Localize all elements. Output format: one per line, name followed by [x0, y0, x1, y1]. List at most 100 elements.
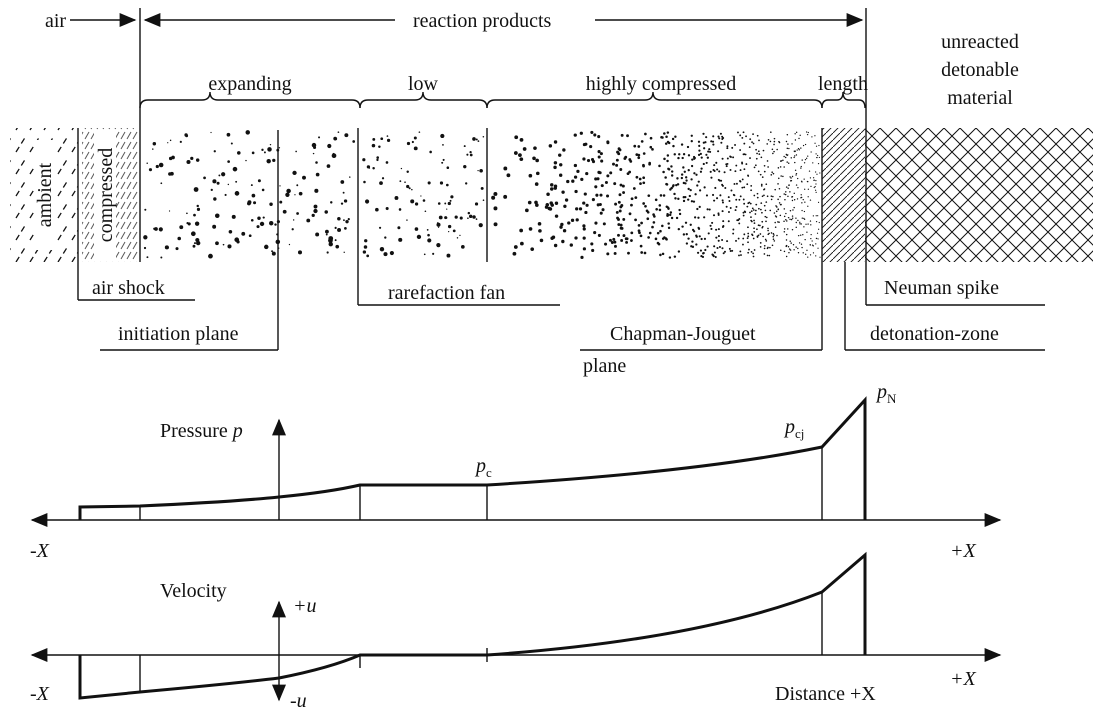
dot [385, 161, 389, 164]
dot [785, 140, 788, 143]
dot [230, 142, 233, 145]
dot [291, 228, 294, 231]
dot [677, 156, 680, 160]
dot [383, 252, 388, 257]
dot [376, 158, 379, 162]
dot [766, 143, 769, 145]
dot [527, 200, 532, 205]
dot [741, 186, 744, 189]
dot [334, 226, 337, 229]
dot [807, 181, 809, 183]
dot [772, 238, 775, 241]
dot [749, 211, 751, 214]
zone-label: material [947, 87, 1013, 109]
dot [437, 226, 440, 228]
dot [807, 188, 810, 190]
axis-label: -X [30, 683, 50, 705]
dot [591, 198, 595, 202]
dot [778, 177, 780, 180]
dot [803, 226, 805, 228]
zone-label: expanding [208, 73, 291, 95]
dot [465, 182, 468, 185]
dot [318, 136, 321, 139]
dot [726, 145, 729, 148]
dot [687, 169, 690, 172]
dot [713, 251, 716, 254]
dot [315, 232, 320, 237]
dot [574, 189, 578, 194]
dot [313, 208, 318, 214]
dot [590, 157, 595, 162]
dot [792, 243, 795, 246]
dot [567, 221, 571, 225]
dot [609, 171, 613, 175]
dot [413, 146, 418, 151]
dot [702, 251, 705, 255]
dot [620, 204, 624, 207]
dot [637, 153, 641, 157]
dot [783, 193, 785, 195]
dot [767, 166, 769, 168]
dot [328, 242, 333, 247]
dot [186, 212, 188, 215]
dot [257, 216, 261, 220]
dot [794, 139, 797, 141]
dot [226, 132, 231, 137]
dot [447, 201, 451, 206]
dot [703, 147, 706, 150]
dot [518, 153, 522, 157]
dot [697, 153, 701, 157]
dot [582, 227, 586, 231]
dot [271, 250, 274, 253]
dot [770, 232, 773, 234]
dot [467, 217, 469, 220]
dot [653, 215, 656, 218]
dot [468, 214, 473, 219]
dot [626, 134, 629, 138]
dot [236, 240, 240, 244]
dot [789, 176, 791, 178]
dot [635, 175, 639, 179]
dot [677, 250, 681, 253]
dot [749, 202, 752, 205]
dot [337, 227, 342, 232]
dot [637, 145, 641, 148]
dot [773, 137, 776, 140]
dot [315, 161, 318, 164]
dot [522, 147, 527, 151]
dot [579, 131, 583, 135]
dot [613, 240, 617, 244]
dot [469, 153, 473, 157]
dot [750, 250, 753, 253]
dot [727, 211, 730, 214]
dot [739, 250, 742, 253]
dot [717, 239, 720, 242]
dot [274, 223, 277, 226]
dot [546, 192, 550, 197]
dot [814, 142, 816, 144]
dot [676, 177, 679, 180]
dot [793, 150, 796, 152]
dot [813, 179, 815, 182]
dot [554, 214, 559, 218]
dot [803, 178, 805, 180]
dot [699, 249, 703, 252]
dot [700, 237, 703, 241]
dot [553, 140, 558, 144]
dot [719, 194, 722, 197]
dot [667, 226, 671, 230]
dot [791, 143, 793, 145]
dot [718, 137, 721, 140]
dot [801, 159, 803, 161]
dot [343, 219, 345, 222]
dot [817, 201, 820, 203]
dot [774, 226, 777, 228]
dot [807, 256, 809, 258]
dot [798, 242, 801, 244]
dot [783, 228, 786, 230]
dot [800, 223, 802, 225]
dot [625, 240, 628, 244]
dot [750, 216, 752, 218]
dot [282, 209, 287, 214]
dot [667, 167, 670, 171]
